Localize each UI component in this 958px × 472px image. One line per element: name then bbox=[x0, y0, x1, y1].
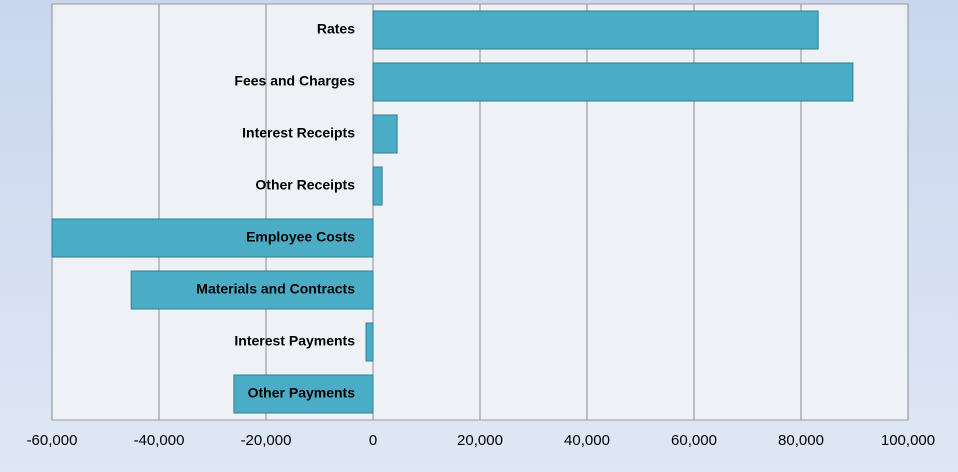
bar bbox=[233, 374, 374, 414]
category-label: Employee Costs bbox=[246, 229, 355, 245]
bar bbox=[372, 62, 854, 102]
bar bbox=[372, 166, 383, 206]
category-label: Interest Payments bbox=[234, 333, 355, 349]
x-tick-label: 80,000 bbox=[778, 432, 824, 449]
x-tick-label: -20,000 bbox=[241, 432, 292, 449]
bar bbox=[51, 218, 374, 258]
bar bbox=[372, 10, 819, 50]
x-tick-label: 100,000 bbox=[881, 432, 935, 449]
bar bbox=[130, 270, 374, 310]
bar bbox=[372, 114, 398, 154]
category-label: Materials and Contracts bbox=[196, 281, 355, 297]
x-tick-label: 0 bbox=[369, 432, 377, 449]
category-label: Interest Receipts bbox=[242, 125, 355, 141]
x-tick-label: -60,000 bbox=[27, 432, 78, 449]
x-tick-label: 40,000 bbox=[564, 432, 610, 449]
category-label: Rates bbox=[317, 21, 355, 37]
bar bbox=[365, 322, 374, 362]
x-tick-label: 60,000 bbox=[671, 432, 717, 449]
x-tick-label: 20,000 bbox=[457, 432, 503, 449]
category-label: Other Receipts bbox=[255, 177, 355, 193]
x-tick-label: -40,000 bbox=[134, 432, 185, 449]
category-label: Other Payments bbox=[248, 385, 356, 401]
category-label: Fees and Charges bbox=[234, 73, 355, 89]
